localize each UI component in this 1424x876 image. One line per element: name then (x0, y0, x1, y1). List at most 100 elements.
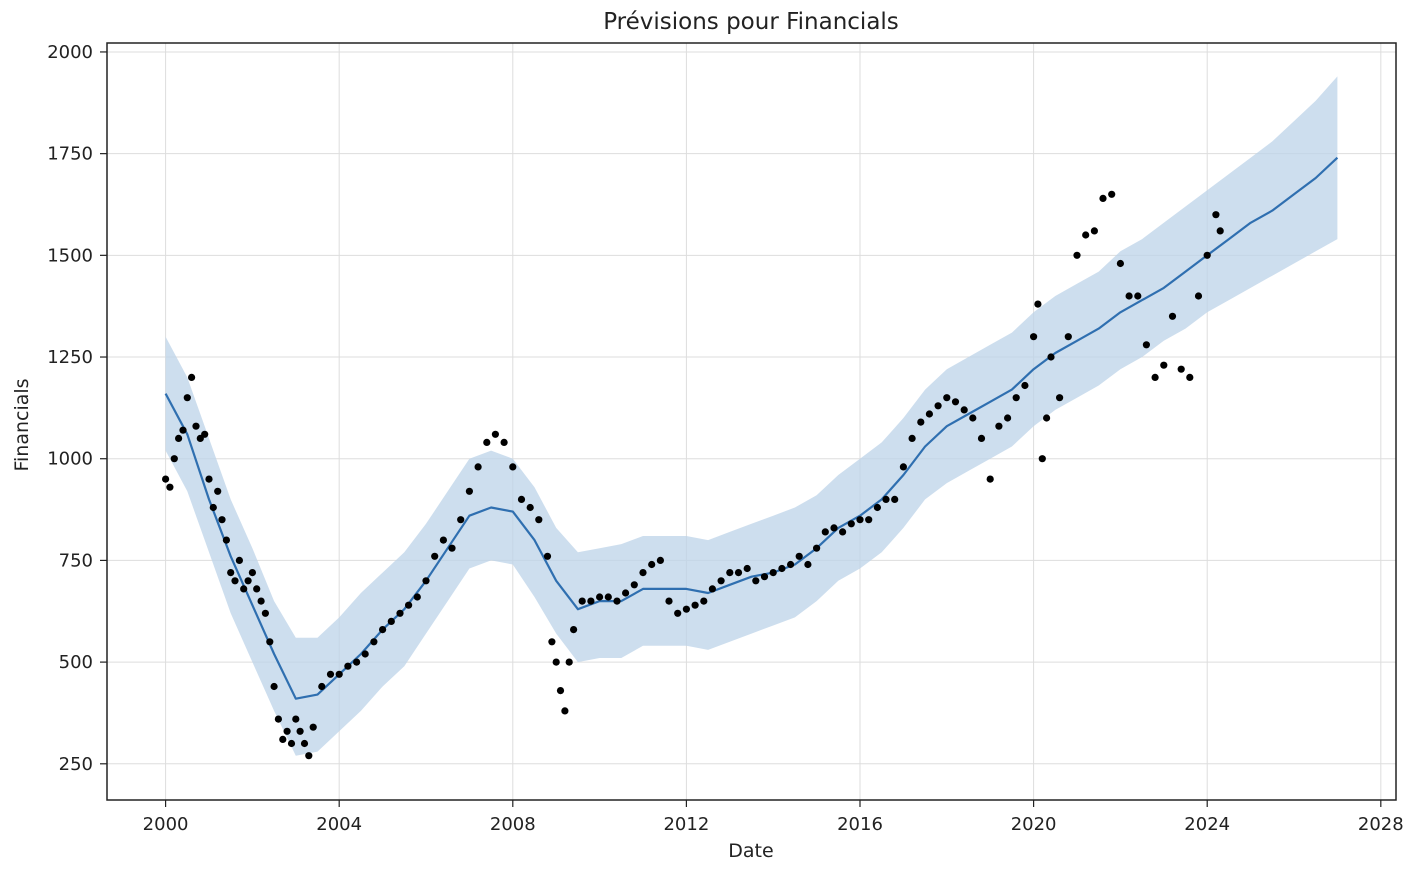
observed-point (292, 715, 300, 723)
observed-point (244, 577, 252, 585)
observed-point (483, 438, 491, 446)
observed-point (218, 516, 226, 524)
observed-point (1043, 414, 1051, 422)
plot-frame (106, 42, 1397, 801)
observed-point (639, 569, 647, 577)
observed-point (1125, 292, 1133, 300)
observed-point (1047, 353, 1055, 361)
x-tick-label: 2008 (490, 814, 536, 835)
observed-point (977, 434, 986, 442)
y-tick-label: 1250 (47, 347, 93, 368)
observed-point (1099, 194, 1107, 202)
x-tick-label: 2028 (1358, 814, 1404, 835)
observed-point (162, 475, 170, 483)
observed-point (361, 650, 369, 658)
observed-point (205, 475, 213, 483)
observed-point (899, 463, 908, 471)
observed-point (227, 569, 235, 577)
observed-point (656, 556, 665, 565)
observed-point (908, 434, 916, 442)
observed-point (565, 658, 573, 666)
observed-point (804, 560, 812, 569)
observed-point (175, 434, 183, 442)
observed-point (795, 552, 803, 560)
observed-points (162, 190, 1224, 760)
y-axis: 250 500 750 1000 1250 1500 1750 2000 (47, 42, 107, 775)
observed-point (717, 577, 725, 585)
observed-point (821, 528, 829, 536)
observed-point (552, 658, 560, 666)
observed-point (240, 585, 248, 593)
observed-point (422, 577, 430, 585)
observed-point (604, 593, 612, 601)
observed-point (830, 524, 838, 532)
x-axis: 2000 2004 2008 2012 2016 2020 2024 2028 (143, 800, 1404, 835)
observed-point (556, 687, 565, 695)
observed-point (708, 585, 717, 593)
forecast-series (164, 156, 1339, 700)
observed-point (969, 414, 977, 422)
observed-point (235, 556, 243, 565)
observed-point (1134, 292, 1142, 300)
observed-point (648, 560, 656, 569)
observed-point (535, 516, 543, 524)
observed-point (326, 670, 335, 678)
observed-point (1004, 414, 1012, 422)
observed-point (1212, 211, 1220, 219)
observed-point (248, 569, 256, 577)
y-tick-label: 1500 (47, 245, 93, 266)
observed-point (1021, 381, 1029, 390)
observed-point (344, 662, 352, 670)
observed-point (1203, 251, 1211, 259)
x-tick-label: 2024 (1184, 814, 1230, 835)
observed-point (543, 552, 552, 560)
observed-point (170, 455, 178, 463)
observed-point (570, 626, 578, 634)
observed-point (1030, 333, 1038, 341)
observed-point (813, 544, 821, 552)
observed-point (253, 585, 261, 593)
observed-point (760, 573, 769, 581)
observed-point (587, 597, 595, 605)
uncertainty-band (165, 76, 1338, 756)
observed-point (370, 638, 378, 646)
observed-point (353, 658, 361, 666)
y-tick-label: 2000 (47, 42, 93, 63)
observed-point (517, 495, 526, 503)
observed-point (1160, 361, 1168, 369)
observed-point (769, 569, 777, 577)
observed-point (734, 569, 743, 577)
observed-point (1142, 341, 1150, 349)
y-tick-label: 750 (59, 550, 93, 571)
observed-point (274, 715, 282, 723)
observed-point (222, 536, 230, 544)
observed-point (700, 597, 708, 605)
observed-point (335, 670, 343, 678)
observed-point (787, 560, 795, 569)
observed-point (995, 422, 1003, 430)
observed-point (865, 516, 873, 524)
y-tick-label: 1750 (47, 144, 93, 165)
observed-point (214, 487, 222, 495)
observed-point (509, 463, 517, 471)
observed-point (778, 564, 786, 573)
observed-point (387, 617, 395, 626)
observed-point (296, 727, 304, 735)
y-tick-label: 500 (59, 652, 93, 673)
observed-point (548, 638, 556, 646)
observed-point (261, 609, 269, 617)
observed-point (561, 707, 569, 715)
observed-point (192, 422, 200, 430)
observed-point (943, 394, 951, 402)
observed-point (1064, 333, 1072, 341)
observed-point (270, 682, 278, 691)
observed-point (951, 398, 960, 406)
observed-point (847, 520, 855, 528)
observed-point (183, 394, 191, 402)
observed-point (691, 601, 699, 609)
observed-point (839, 528, 847, 536)
observed-point (1108, 190, 1116, 198)
observed-point (1151, 373, 1159, 381)
observed-point (917, 418, 925, 426)
observed-point (674, 609, 682, 617)
